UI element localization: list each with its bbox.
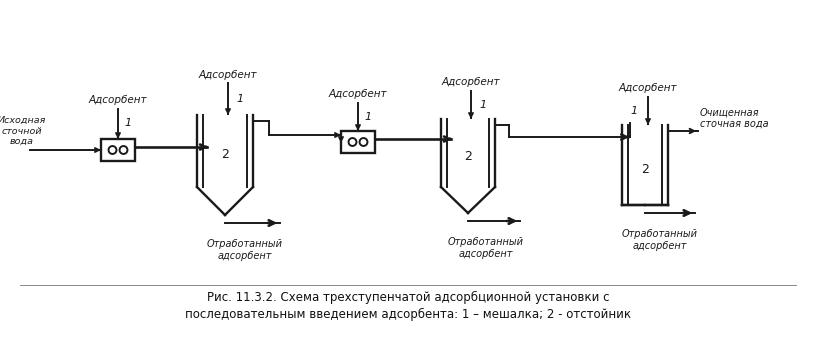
Text: Адсорбент: Адсорбент: [441, 77, 500, 87]
Text: Адсорбент: Адсорбент: [199, 70, 257, 80]
Text: Адсорбент: Адсорбент: [619, 83, 677, 93]
Text: Адсорбент: Адсорбент: [89, 95, 147, 105]
Text: последовательным введением адсорбента: 1 – мешалка; 2 - отстойник: последовательным введением адсорбента: 1…: [185, 307, 631, 321]
Text: 2: 2: [464, 150, 472, 163]
Text: 1: 1: [364, 112, 371, 122]
Text: 1: 1: [124, 118, 131, 128]
Text: Отработанный
адсорбент: Отработанный адсорбент: [207, 239, 283, 261]
Bar: [341, 131, 375, 153]
Text: Адсорбент: Адсорбент: [329, 89, 388, 99]
Text: 1: 1: [236, 94, 243, 104]
Text: Очищенная
сточная вода: Очищенная сточная вода: [700, 108, 769, 129]
Text: 2: 2: [641, 162, 649, 176]
Text: Исходная
сточной
вода: Исходная сточной вода: [0, 116, 47, 146]
Bar: [101, 139, 135, 161]
Text: Рис. 11.3.2. Схема трехступенчатой адсорбционной установки с: Рис. 11.3.2. Схема трехступенчатой адсор…: [206, 290, 610, 304]
Text: 1: 1: [479, 100, 486, 110]
Text: Отработанный
адсорбент: Отработанный адсорбент: [448, 237, 524, 259]
Text: 2: 2: [221, 148, 229, 161]
Text: Отработанный
адсорбент: Отработанный адсорбент: [622, 229, 698, 251]
Text: 1: 1: [631, 106, 638, 116]
